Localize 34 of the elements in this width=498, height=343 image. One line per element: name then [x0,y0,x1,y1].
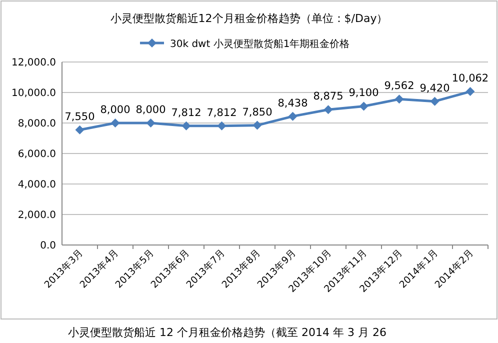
data-label: 7,850 [242,106,272,118]
y-tick-label: 2,000.0 [18,210,56,221]
point [217,121,226,130]
data-label: 7,812 [206,106,237,119]
point [466,87,475,96]
point [110,118,120,128]
data-label: 8,000 [136,104,166,116]
y-tick-label: 6,000.0 [18,149,56,160]
text: 小灵便型散货船近 12 个月租金价格趋势（截至 2014 年 3 月 26 [68,326,386,339]
data-label: 10,062 [452,72,489,85]
data-label: 7,550 [64,110,95,123]
point [288,112,298,121]
point [359,102,368,111]
data-label: 9,420 [420,82,450,94]
legend-label: 30k dwt 小灵便型散货船1年期租金价格 [170,38,350,50]
data-label: 8,000 [100,104,130,116]
data-label: 9,562 [384,80,414,92]
chart-title: 小灵便型散货船近12个月租金价格趋势（单位：$/Day） [110,12,388,25]
point [146,118,156,128]
data-label: 9,100 [348,87,379,100]
y-tick-label: 0.0 [40,240,56,252]
point [75,125,84,134]
data-label: 8,875 [313,90,344,103]
point [394,94,404,104]
data-label: 7,812 [171,106,202,119]
data-label: 8,438 [278,97,308,110]
point [430,96,440,106]
y-tick-label: 10,000.0 [11,88,56,99]
point [182,121,191,130]
y-tick-label: 4,000.0 [18,180,56,190]
point [324,105,333,114]
point [252,120,262,130]
y-tick-label: 8,000.0 [18,118,56,130]
y-tick-label: 12,000.0 [11,58,56,68]
